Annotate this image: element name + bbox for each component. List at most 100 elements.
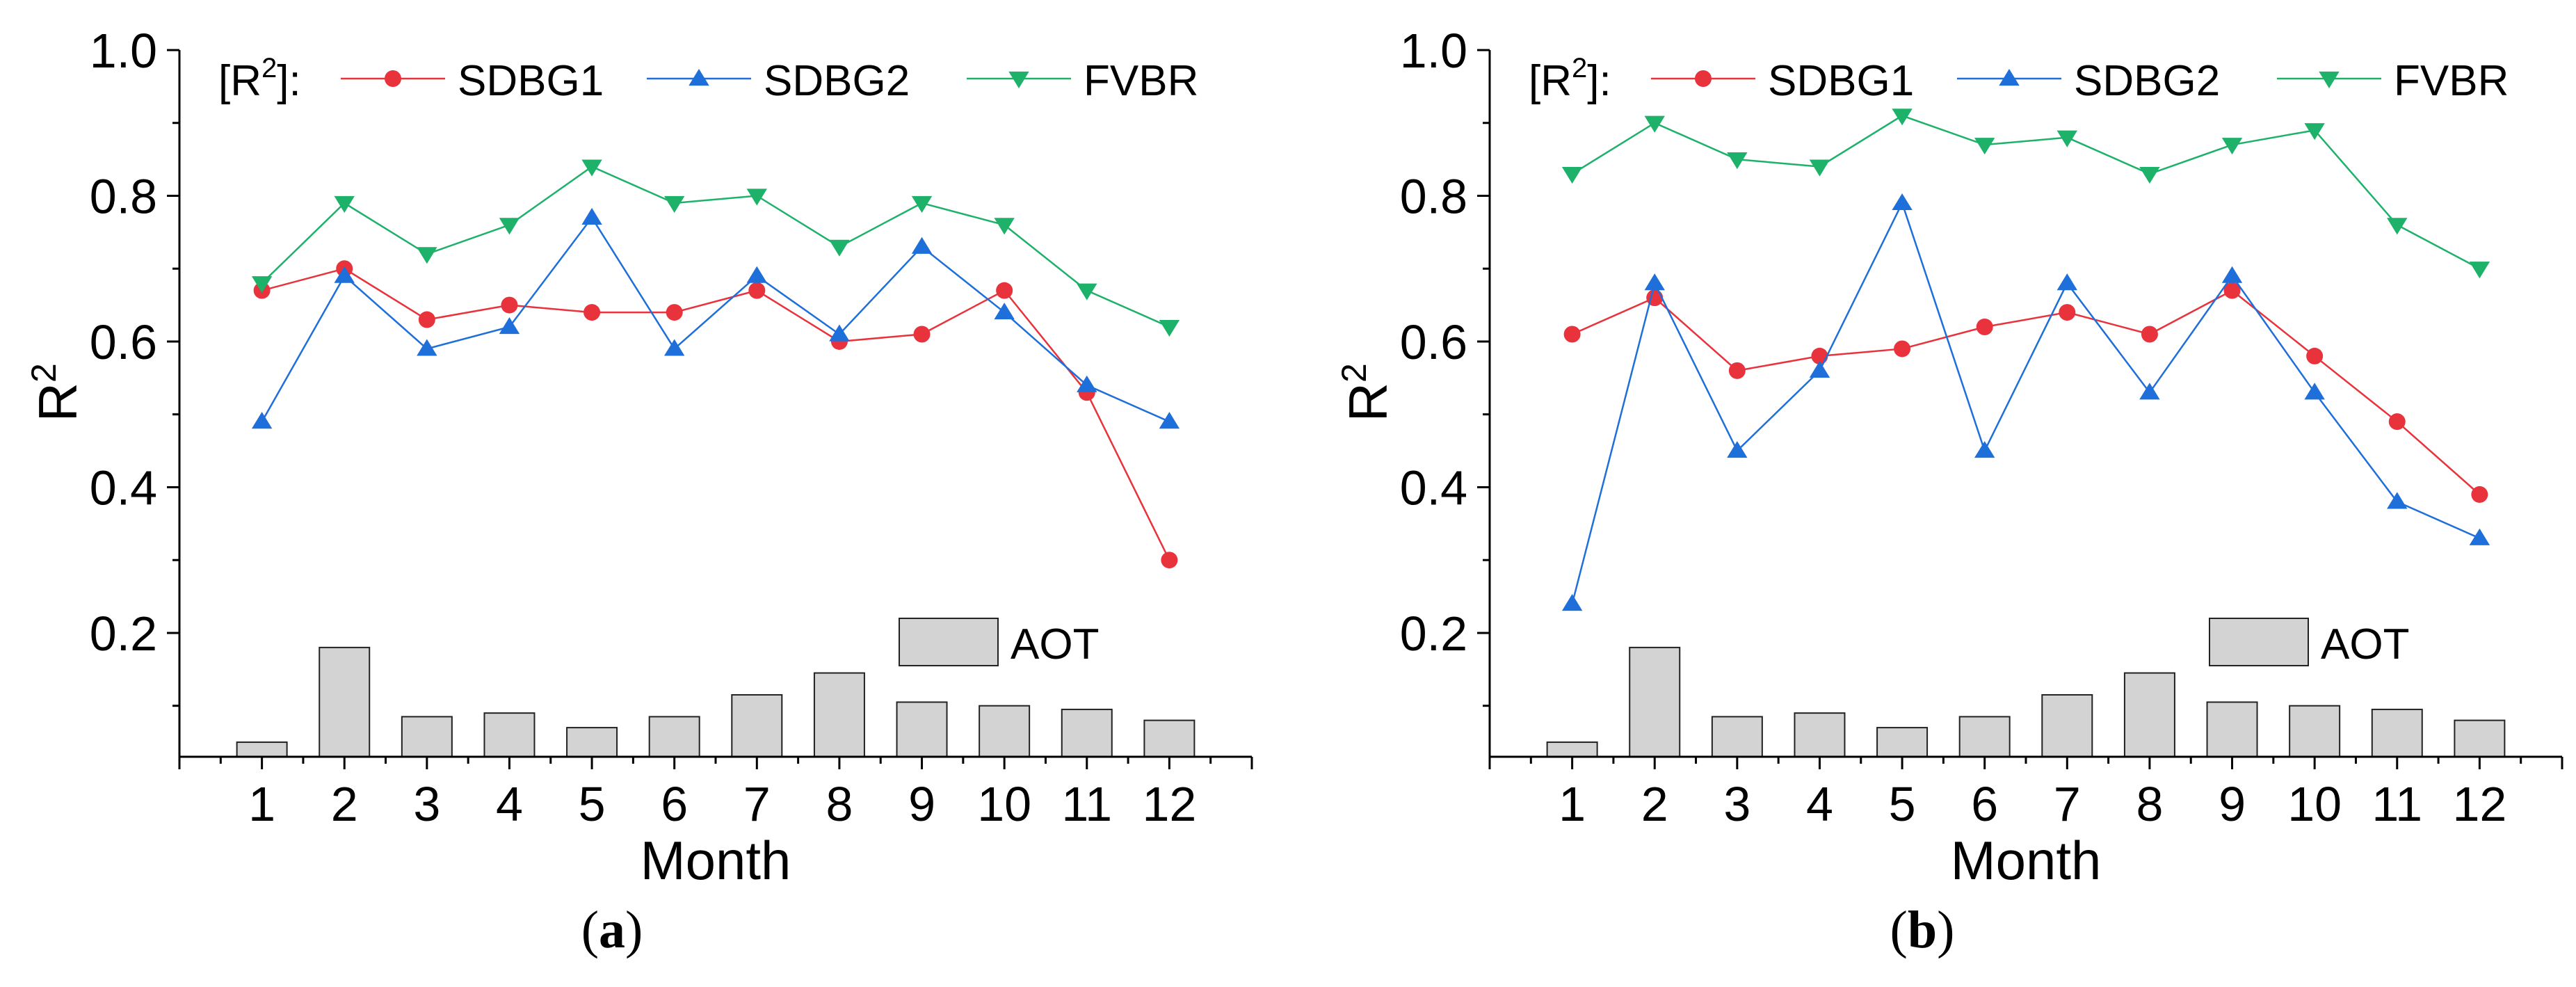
point-fvbr [663, 195, 685, 213]
chart-panel-b: 0.20.40.60.81.01 2 3 4 5 6 7 8 9 10 11 12MonthR2[R2… [1335, 24, 2563, 959]
point-sdbg2 [1974, 441, 1995, 458]
point-fvbr [829, 239, 850, 257]
series-line-sdbg1 [261, 267, 1170, 561]
aot-bar [648, 716, 700, 757]
x-tick-label: 5 [579, 777, 606, 831]
x-tick-label: 10 [2287, 777, 2342, 831]
y-tick-label: 0.4 [90, 460, 157, 515]
point-sdbg1 [1976, 319, 1993, 336]
point-fvbr [334, 195, 355, 213]
point-sdbg1 [501, 296, 518, 314]
x-tick-label: 11 [1061, 777, 1112, 831]
point-sdbg2 [2387, 492, 2408, 509]
point-sdbg2 [911, 236, 933, 254]
point-sdbg1 [2223, 282, 2241, 299]
legend-label-aot: AOT [2321, 620, 2409, 668]
aot-bar [1143, 719, 1196, 758]
point-sdbg2 [1561, 594, 1583, 611]
aot-bar [2206, 701, 2258, 757]
point-fvbr [251, 276, 273, 294]
legend-prefix-end: ]: [1587, 57, 1611, 105]
x-axis-title: Month [641, 830, 791, 891]
point-sdbg2 [334, 266, 355, 283]
legend-label-fvbr: FVBR [1084, 57, 1198, 105]
point-sdbg1 [2388, 413, 2406, 431]
panel-label-letter: b [1908, 901, 1937, 959]
aot-bar [2371, 708, 2423, 758]
point-sdbg2 [663, 339, 685, 356]
panel-label: (a) [581, 901, 643, 959]
point-sdbg2 [2056, 273, 2078, 291]
point-sdbg2 [2469, 528, 2490, 545]
legend-prefix-superscript: 2 [261, 53, 277, 83]
legend-marker-sdbg1 [385, 70, 401, 87]
aot-bar [1958, 716, 2011, 757]
point-sdbg1 [583, 304, 601, 321]
point-sdbg1 [1161, 552, 1178, 569]
aot-bar [566, 727, 618, 758]
aot-bar [2289, 705, 2341, 758]
point-fvbr [2221, 138, 2243, 155]
legend-label-sdbg1: SDBG1 [1768, 57, 1914, 105]
point-fvbr [2056, 130, 2078, 147]
aot-bar [979, 705, 1031, 758]
y-tick-label: 0.2 [1400, 607, 1467, 661]
aot-bar [731, 693, 783, 757]
point-fvbr [746, 188, 768, 206]
point-sdbg2 [1159, 412, 1180, 429]
point-fvbr [2469, 262, 2490, 279]
x-tick-label: 2 [1641, 777, 1668, 831]
x-tick-label: 4 [496, 777, 523, 831]
series-line-sdbg2 [261, 216, 1170, 423]
point-fvbr [1727, 152, 1748, 170]
point-sdbg2 [1077, 375, 1097, 392]
aot-bar [1061, 708, 1113, 758]
point-sdbg1 [2059, 304, 2076, 321]
panel-label: (b) [1890, 901, 1955, 959]
point-sdbg2 [2304, 383, 2325, 400]
point-fvbr [417, 247, 437, 264]
legend-label-aot: AOT [1011, 620, 1099, 668]
y-tick-label: 0.8 [1400, 169, 1467, 223]
aot-bar [401, 716, 453, 757]
point-fvbr [1077, 283, 1097, 300]
point-sdbg1 [2306, 347, 2324, 364]
aot-bar [896, 701, 948, 757]
x-tick-label: 5 [1889, 777, 1916, 831]
x-tick-label: 7 [743, 777, 771, 831]
y-tick-label: 0.6 [1400, 315, 1467, 369]
legend-prefix: [R2]: [1529, 53, 1611, 105]
point-sdbg2 [2221, 266, 2243, 283]
x-tick-label: 9 [2219, 777, 2246, 831]
chart-panel-a: 0.20.40.60.81.01 2 3 4 5 6 7 8 9 10 11 12MonthR2[R2… [24, 24, 1253, 959]
y-axis-title: R2 [24, 363, 88, 422]
series-line-fvbr [1571, 114, 2480, 270]
series-line-sdbg2 [1571, 200, 2480, 604]
point-sdbg2 [251, 412, 273, 429]
x-tick-label: 7 [2054, 777, 2081, 831]
x-tick-label: 10 [977, 777, 1031, 831]
legend-label-sdbg2: SDBG2 [764, 57, 910, 105]
y-tick-label: 0.8 [90, 169, 157, 223]
y-tick-label: 1.0 [90, 24, 157, 78]
y-tick-label: 0.4 [1400, 460, 1467, 515]
point-sdbg2 [2139, 383, 2160, 400]
y-tick-label: 0.2 [90, 607, 157, 661]
legend-label-sdbg1: SDBG1 [458, 57, 604, 105]
aot-bar [236, 741, 288, 757]
aot-bar [1629, 646, 1681, 757]
x-tick-label: 12 [2452, 777, 2506, 831]
x-tick-label: 1 [248, 777, 275, 831]
x-tick-label: 3 [1723, 777, 1750, 831]
legend-prefix-end: ]: [277, 57, 300, 105]
point-sdbg2 [1892, 193, 1913, 211]
aot-bar [1876, 727, 1929, 758]
point-sdbg1 [748, 282, 766, 299]
point-fvbr [1159, 319, 1180, 337]
point-sdbg2 [1727, 441, 1748, 458]
point-fvbr [911, 195, 933, 213]
aot-bar [1794, 712, 1846, 758]
point-fvbr [994, 218, 1015, 235]
point-sdbg1 [2471, 486, 2488, 503]
x-axis-title: Month [1951, 830, 2102, 891]
